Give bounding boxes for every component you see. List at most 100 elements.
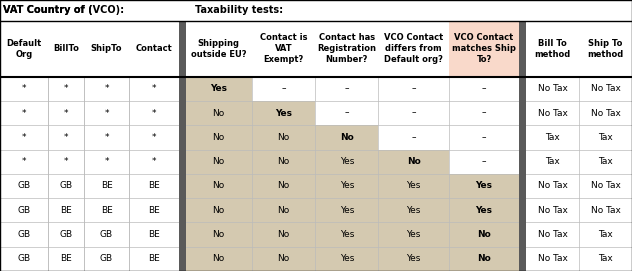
- Text: GB: GB: [100, 254, 113, 263]
- Text: No Tax: No Tax: [538, 109, 568, 118]
- Bar: [449, 174, 520, 198]
- Bar: [526, 222, 579, 247]
- Bar: [520, 21, 526, 271]
- Bar: [49, 174, 83, 198]
- Bar: [130, 101, 179, 125]
- Text: Tax: Tax: [599, 157, 613, 166]
- Text: *: *: [152, 84, 156, 93]
- Text: No: No: [212, 109, 225, 118]
- Bar: [0, 125, 49, 150]
- Bar: [252, 247, 315, 271]
- Bar: [83, 125, 130, 150]
- Text: *: *: [104, 157, 109, 166]
- Text: *: *: [22, 109, 27, 118]
- Bar: [579, 222, 632, 247]
- Text: No: No: [277, 157, 289, 166]
- Text: *: *: [64, 157, 68, 166]
- Text: *: *: [152, 109, 156, 118]
- Text: Tax: Tax: [545, 157, 560, 166]
- Text: ShipTo: ShipTo: [91, 44, 122, 53]
- Bar: [0, 77, 49, 101]
- Text: Yes: Yes: [406, 182, 421, 191]
- Bar: [130, 77, 179, 101]
- Bar: [449, 21, 520, 77]
- Text: No: No: [477, 254, 491, 263]
- Bar: [49, 247, 83, 271]
- Bar: [526, 174, 579, 198]
- Bar: [186, 101, 252, 125]
- Bar: [579, 77, 632, 101]
- Bar: [379, 247, 449, 271]
- Text: VAT Country of (: VAT Country of (: [3, 5, 93, 15]
- Bar: [186, 21, 252, 77]
- Bar: [526, 21, 579, 77]
- Bar: [315, 77, 379, 101]
- Bar: [315, 125, 379, 150]
- Bar: [315, 21, 379, 77]
- Text: Contact has
Registration
Number?: Contact has Registration Number?: [317, 33, 376, 64]
- Text: No: No: [340, 133, 354, 142]
- Bar: [579, 247, 632, 271]
- Text: *: *: [64, 84, 68, 93]
- Text: GB: GB: [100, 230, 113, 239]
- Text: GB: GB: [18, 182, 31, 191]
- Text: *: *: [64, 109, 68, 118]
- Bar: [449, 101, 520, 125]
- Text: *: *: [152, 133, 156, 142]
- Text: –: –: [344, 84, 349, 93]
- Bar: [579, 174, 632, 198]
- Bar: [49, 125, 83, 150]
- Bar: [130, 125, 179, 150]
- Bar: [526, 247, 579, 271]
- Bar: [186, 222, 252, 247]
- Bar: [526, 125, 579, 150]
- Bar: [83, 150, 130, 174]
- Bar: [252, 174, 315, 198]
- Bar: [49, 198, 83, 222]
- Bar: [0, 247, 49, 271]
- Bar: [0, 174, 49, 198]
- Text: BE: BE: [60, 206, 72, 215]
- Text: Yes: Yes: [339, 230, 354, 239]
- Text: Ship To
method: Ship To method: [588, 38, 624, 59]
- Text: BE: BE: [148, 182, 160, 191]
- Bar: [379, 125, 449, 150]
- Bar: [83, 222, 130, 247]
- Text: Tax: Tax: [545, 133, 560, 142]
- Text: No: No: [277, 206, 289, 215]
- Text: No: No: [277, 133, 289, 142]
- Text: –: –: [344, 109, 349, 118]
- Text: VAT Country of (​VCO​):: VAT Country of (​VCO​):: [3, 5, 124, 15]
- Text: *: *: [22, 133, 27, 142]
- Bar: [179, 21, 186, 271]
- Text: No Tax: No Tax: [538, 206, 568, 215]
- Text: VCO Contact
differs from
Default org?: VCO Contact differs from Default org?: [384, 33, 443, 64]
- Text: No Tax: No Tax: [591, 206, 621, 215]
- Text: Yes: Yes: [476, 206, 492, 215]
- Text: –: –: [281, 84, 286, 93]
- Text: No Tax: No Tax: [538, 254, 568, 263]
- Bar: [83, 77, 130, 101]
- Bar: [83, 21, 130, 77]
- Text: No: No: [212, 182, 225, 191]
- Text: *: *: [104, 109, 109, 118]
- Bar: [379, 198, 449, 222]
- Bar: [379, 222, 449, 247]
- Bar: [49, 21, 83, 77]
- Text: Yes: Yes: [339, 157, 354, 166]
- Bar: [49, 77, 83, 101]
- Text: No: No: [407, 157, 420, 166]
- Text: –: –: [482, 109, 487, 118]
- Text: Yes: Yes: [406, 206, 421, 215]
- Bar: [49, 222, 83, 247]
- Bar: [186, 174, 252, 198]
- Bar: [0, 0, 632, 21]
- Bar: [315, 247, 379, 271]
- Text: –: –: [411, 109, 416, 118]
- Text: Yes: Yes: [476, 182, 492, 191]
- Text: *: *: [22, 157, 27, 166]
- Text: Bill To
method: Bill To method: [535, 38, 571, 59]
- Bar: [315, 222, 379, 247]
- Bar: [83, 198, 130, 222]
- Text: No: No: [277, 230, 289, 239]
